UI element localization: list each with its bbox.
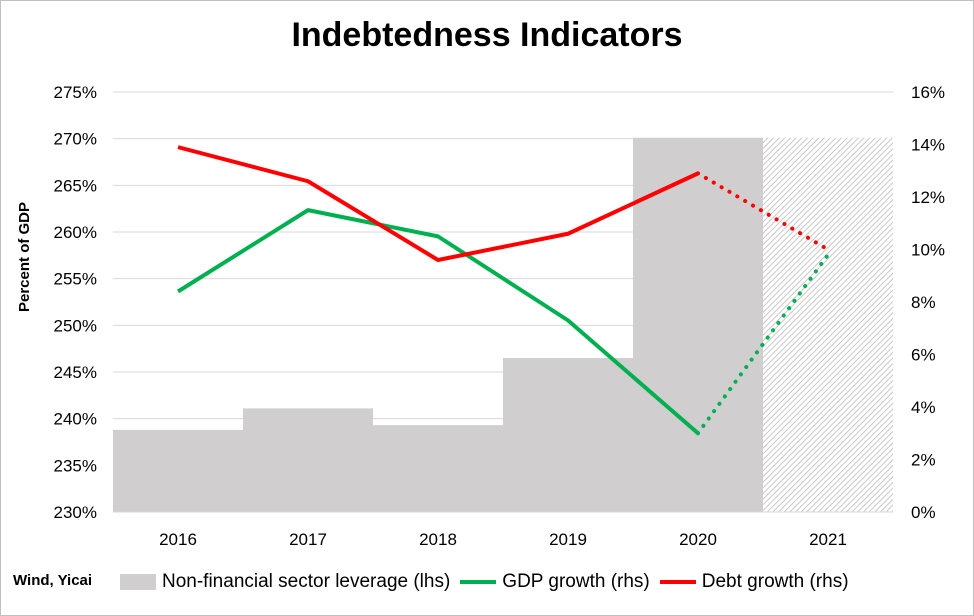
forecast-hatch-area xyxy=(763,137,893,512)
gdp-line-solid xyxy=(176,208,700,435)
left-tick-label: 270% xyxy=(54,130,97,149)
x-tick-label: 2018 xyxy=(419,530,457,549)
right-tick-label: 12% xyxy=(911,188,945,207)
x-tick-label: 2021 xyxy=(809,530,847,549)
right-tick-label: 2% xyxy=(911,451,936,470)
legend-swatch-leverage xyxy=(120,574,156,590)
left-tick-label: 255% xyxy=(54,270,97,289)
source-note: Wind, Yicai xyxy=(13,572,93,589)
bar-2017 xyxy=(243,408,373,512)
legend-label-leverage: Non-financial sector leverage (lhs) xyxy=(162,571,451,592)
gdp-line-forecast xyxy=(696,252,830,436)
right-tick-label: 4% xyxy=(911,398,936,417)
bar-2020 xyxy=(633,137,763,512)
right-tick-label: 16% xyxy=(911,83,945,102)
y-axis-label: Percent of GDP xyxy=(16,201,33,312)
x-tick-label: 2017 xyxy=(289,530,327,549)
legend-item-leverage: Non-financial sector leverage (lhs) xyxy=(120,571,450,593)
debt-line-solid xyxy=(177,145,699,262)
left-tick-label: 240% xyxy=(54,410,97,429)
chart-title: Indebtedness Indicators xyxy=(291,16,683,54)
x-tick-label: 2016 xyxy=(159,530,197,549)
bar-2016 xyxy=(113,429,243,512)
right-tick-label: 14% xyxy=(911,136,945,155)
legend-item-debt: Debt growth (rhs) xyxy=(659,571,849,593)
legend-swatch-gdp xyxy=(460,580,497,584)
left-tick-label: 245% xyxy=(54,363,97,382)
right-tick-label: 10% xyxy=(911,241,945,260)
left-tick-label: 230% xyxy=(54,503,97,522)
right-tick-label: 0% xyxy=(911,503,936,522)
debt-line-forecast xyxy=(696,171,830,252)
x-tick-label: 2020 xyxy=(679,530,717,549)
bar-2019 xyxy=(503,358,633,512)
legend-label-debt: Debt growth (rhs) xyxy=(701,571,849,592)
legend-item-gdp: GDP growth (rhs) xyxy=(460,571,650,593)
legend-label-gdp: GDP growth (rhs) xyxy=(502,571,650,592)
x-tick-label: 2019 xyxy=(549,530,587,549)
left-tick-label: 260% xyxy=(54,223,97,242)
legend-swatch-debt xyxy=(659,580,696,584)
bar-2018 xyxy=(373,425,503,512)
left-tick-label: 250% xyxy=(54,316,97,335)
left-tick-label: 275% xyxy=(54,83,97,102)
right-tick-label: 6% xyxy=(911,346,936,365)
left-tick-label: 235% xyxy=(54,456,97,475)
right-tick-label: 8% xyxy=(911,293,936,312)
chart-legend: Non-financial sector leverage (lhs) GDP … xyxy=(120,568,859,596)
left-tick-label: 265% xyxy=(54,176,97,195)
